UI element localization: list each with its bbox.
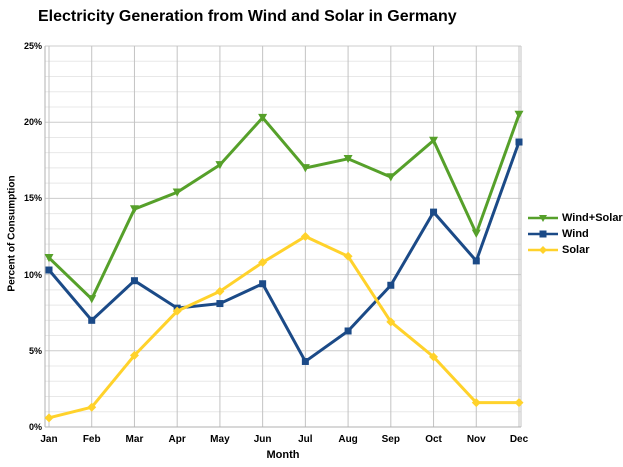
marker-wind-solar [471,229,481,238]
marker-solar [172,306,182,316]
marker-wind-solar [129,205,139,214]
marker-solar [300,232,310,241]
legend-label: Wind+Solar [562,212,623,224]
legend-item-wind: Wind [528,226,623,242]
marker-wind-solar [514,110,524,119]
marker-solar [258,257,268,267]
marker-wind-solar [429,136,439,145]
chart-title: Electricity Generation from Wind and Sol… [38,8,457,25]
marker-wind-solar [44,254,54,263]
legend-item-wind-solar: Wind+Solar [528,210,623,226]
marker-wind [130,277,138,285]
series-line-solar [48,234,519,420]
marker-wind-solar [300,164,310,173]
y-tick-label: 0% [28,422,42,432]
y-tick-label: 25% [23,41,42,51]
marker-wind-solar [386,173,396,182]
marker-solar [129,350,139,360]
x-tick-label: Oct [425,434,442,445]
marker-solar [429,352,439,362]
x-tick-label: Feb [82,434,101,445]
legend: Wind+Solar Wind Solar [528,210,623,258]
x-tick-label: Mar [125,434,144,445]
marker-wind [259,280,267,288]
marker-wind [430,208,438,216]
x-tick-label: May [210,434,230,445]
marker-wind-solar [215,161,225,170]
marker-wind-solar [258,113,268,123]
x-tick-label: Aug [338,434,358,445]
x-tick-label: Sep [381,434,400,445]
legend-label: Wind [562,228,589,240]
marker-wind [515,138,523,146]
marker-wind [344,327,352,335]
y-tick-label: 15% [23,193,42,204]
series-line-wind [47,141,521,364]
marker-solar [343,251,353,261]
x-tick-label: Dec [509,434,529,445]
marker-wind-solar [172,188,182,197]
marker-wind [216,300,224,308]
y-tick-label: 20% [23,117,42,128]
legend-marker-icon [528,246,558,254]
legend-marker-icon [528,215,558,222]
x-tick-label: Jan [40,434,58,445]
marker-solar [471,398,481,408]
legend-marker-icon [528,230,558,238]
y-tick-label: 5% [28,345,42,356]
marker-wind-solar [87,295,97,304]
y-tick-label: 10% [23,269,42,280]
series-line-wind-solar [47,114,521,302]
marker-wind-solar [343,154,353,164]
x-tick-label: Jun [253,434,272,445]
marker-wind [472,257,480,265]
marker-solar [87,402,97,412]
legend-label: Solar [562,244,590,256]
legend-item-solar: Solar [528,242,623,258]
marker-wind [45,266,53,274]
x-axis-title: Month [266,449,300,461]
x-tick-label: Jul [298,434,313,445]
marker-wind [387,281,395,289]
marker-wind [301,357,309,365]
marker-solar [215,286,225,296]
marker-solar [386,317,396,327]
marker-wind [88,316,96,324]
x-tick-label: Nov [466,434,486,445]
marker-solar [44,413,54,423]
x-tick-label: Apr [168,434,186,445]
marker-solar [514,398,524,408]
